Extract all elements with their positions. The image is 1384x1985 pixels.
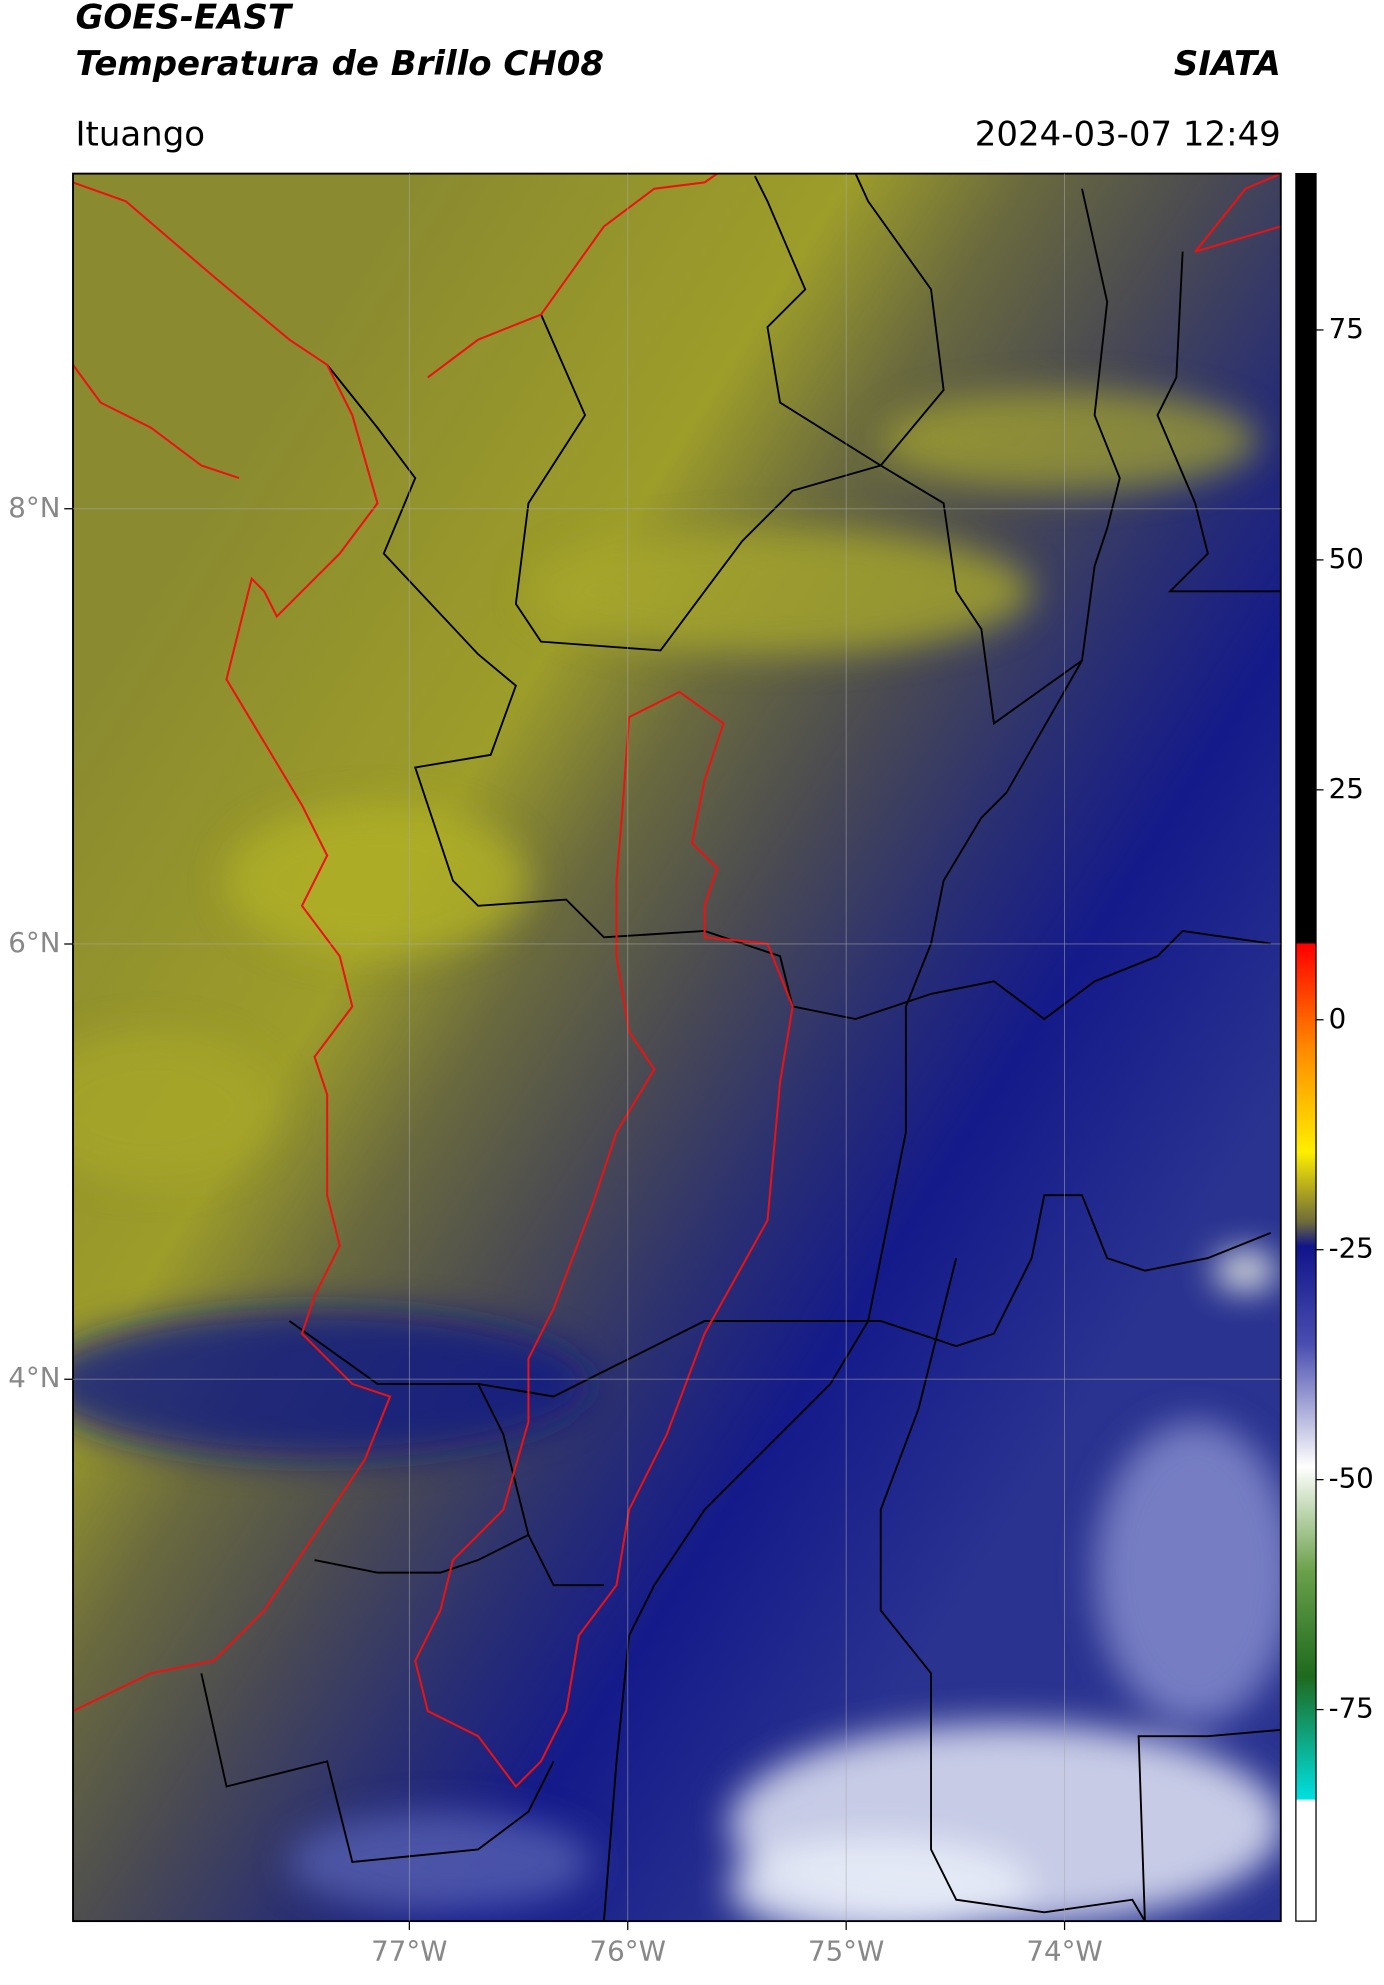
title: GOES-EAST bbox=[76, 0, 294, 37]
colorbar-tick-label: -25 bbox=[1329, 1232, 1374, 1265]
x-tick-label: 74°W bbox=[1026, 1935, 1102, 1968]
colorbar-tick-label: 25 bbox=[1329, 772, 1364, 805]
subtitle: Temperatura de Brillo CH08 bbox=[76, 44, 604, 84]
colorbar bbox=[1295, 172, 1317, 1922]
source: SIATA bbox=[1174, 44, 1281, 84]
colorbar-tick-label: -50 bbox=[1329, 1462, 1374, 1495]
colorbar-tick-label: 50 bbox=[1329, 542, 1364, 575]
colorbar-tick-label: 75 bbox=[1329, 312, 1364, 345]
datetime: 2024-03-07 12:49 bbox=[975, 114, 1281, 154]
colorbar-tick-label: -75 bbox=[1329, 1692, 1374, 1725]
graticule bbox=[73, 173, 1281, 1922]
colorbar-ticks: -75 -50 -25 0 25 50 75 bbox=[1316, 312, 1374, 1725]
y-tick-label: 4°N bbox=[8, 1361, 60, 1394]
x-tick-label: 77°W bbox=[371, 1935, 447, 1968]
y-tick-label: 6°N bbox=[8, 926, 60, 959]
colorbar-tick-label: 0 bbox=[1329, 1002, 1347, 1035]
x-tick-label: 76°W bbox=[590, 1935, 666, 1968]
map-frame bbox=[72, 172, 1282, 1923]
map-ticks: 77°W 76°W 75°W 74°W 4°N 6°N 8°N bbox=[8, 491, 1102, 1968]
map-image bbox=[73, 173, 1281, 1922]
y-tick-label: 8°N bbox=[8, 491, 60, 524]
place: Ituango bbox=[76, 114, 206, 154]
admin-borders bbox=[200, 173, 1281, 1922]
x-tick-label: 75°W bbox=[808, 1935, 884, 1968]
coastline-and-region bbox=[73, 173, 1281, 1789]
